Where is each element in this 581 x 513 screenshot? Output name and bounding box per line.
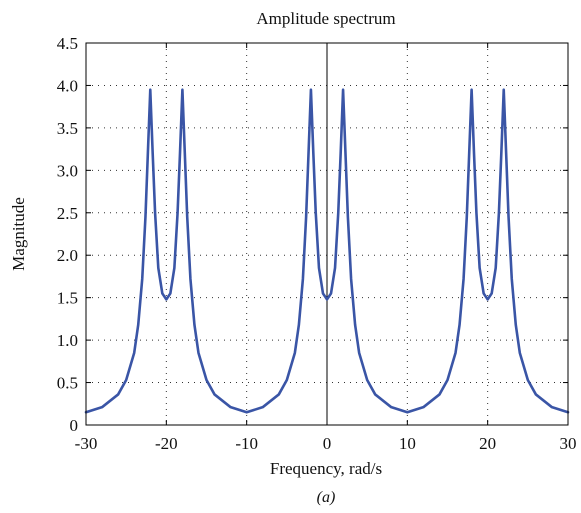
x-tick-label: -10 xyxy=(235,434,258,453)
x-axis-ticks: -30 -20 -10 0 10 20 30 xyxy=(75,43,577,453)
x-axis-label: Frequency, rad/s xyxy=(270,459,382,478)
y-tick-label: 2.0 xyxy=(57,246,78,265)
series-line xyxy=(84,88,570,414)
chart-title: Amplitude spectrum xyxy=(256,9,395,28)
y-tick-label: 4.5 xyxy=(57,34,78,53)
y-tick-label: 0.5 xyxy=(57,374,78,393)
figure-caption: (a) xyxy=(317,489,336,506)
y-tick-label: 3.0 xyxy=(57,161,78,180)
y-tick-label: 2.5 xyxy=(57,204,78,223)
x-tick-label: 0 xyxy=(323,434,332,453)
y-axis-ticks: 0 0.5 1.0 1.5 2.0 2.5 3.0 3.5 4.0 4.5 xyxy=(57,34,568,435)
x-tick-label: -30 xyxy=(75,434,98,453)
y-tick-label: 1.5 xyxy=(57,289,78,308)
x-tick-label: 20 xyxy=(479,434,496,453)
x-tick-label: -20 xyxy=(155,434,178,453)
y-tick-label: 3.5 xyxy=(57,119,78,138)
y-tick-label: 0 xyxy=(70,416,79,435)
x-tick-label: 30 xyxy=(560,434,577,453)
y-tick-label: 1.0 xyxy=(57,331,78,350)
y-tick-label: 4.0 xyxy=(57,76,78,95)
x-tick-label: 10 xyxy=(399,434,416,453)
y-axis-label: Magnitude xyxy=(9,197,28,271)
